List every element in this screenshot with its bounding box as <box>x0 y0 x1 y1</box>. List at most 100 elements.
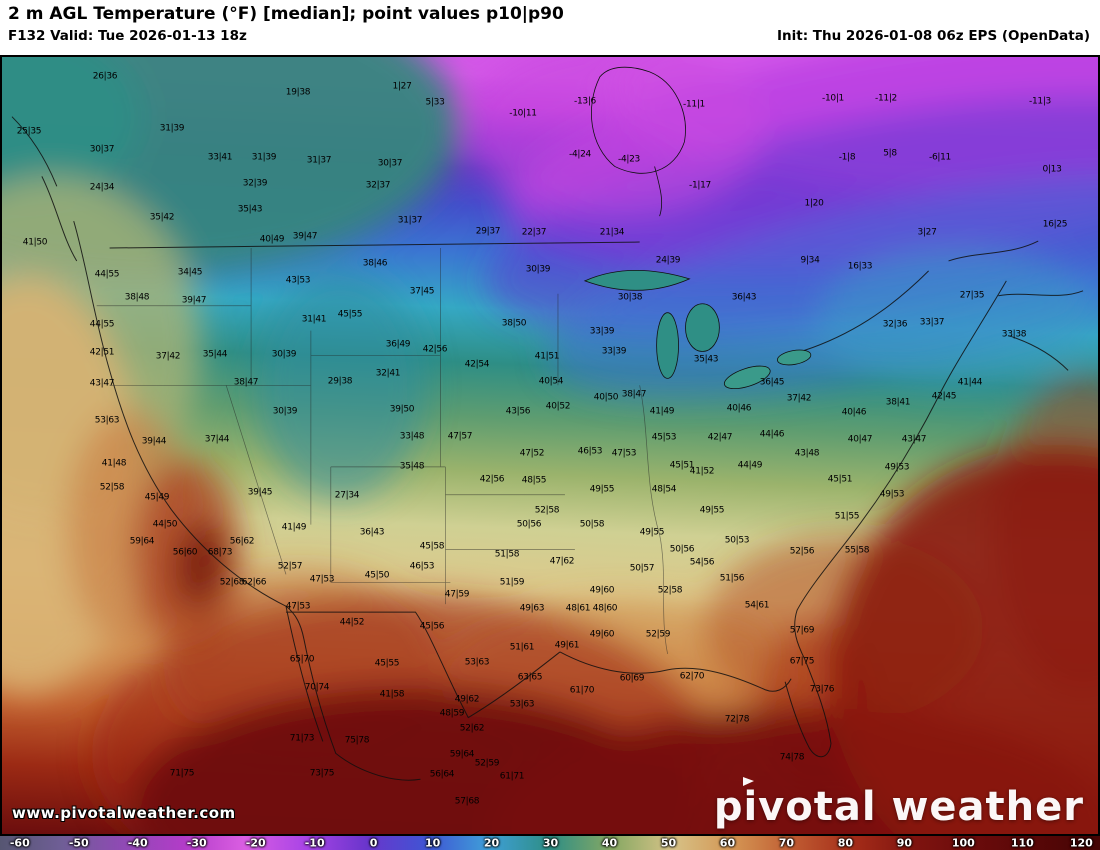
point-value: 45|55 <box>374 658 400 669</box>
logo-pennant-icon <box>742 777 754 786</box>
point-value: 37|45 <box>409 286 435 297</box>
point-value: 42|51 <box>89 347 115 358</box>
point-value: 30|39 <box>271 349 297 360</box>
point-value: -10|1 <box>822 93 844 104</box>
point-value: 32|41 <box>375 368 401 379</box>
point-value: 44|46 <box>759 429 785 440</box>
point-value: 49|63 <box>519 603 545 614</box>
colorbar-tick: 20 <box>483 836 500 850</box>
point-value: 38|41 <box>885 397 911 408</box>
point-value: 57|69 <box>789 625 815 636</box>
point-value: -6|11 <box>929 152 951 163</box>
point-value: 30|37 <box>89 144 115 155</box>
point-value: 45|51 <box>827 474 853 485</box>
point-value: 44|50 <box>152 519 178 530</box>
point-value: 47|53 <box>611 448 637 459</box>
colorbar-tick: 40 <box>601 836 618 850</box>
point-value: 73|75 <box>309 768 335 779</box>
point-value: 51|59 <box>499 577 525 588</box>
map-canvas[interactable]: 26|36 19|38 1|27 5|33 -13|6 -11|1 -10|1 -11|2 -1… <box>0 55 1100 836</box>
point-value: 73|76 <box>809 684 835 695</box>
point-value: 41|58 <box>379 689 405 700</box>
point-value: 52|58 <box>657 585 683 596</box>
point-value: 34|45 <box>177 267 203 278</box>
point-value: 53|63 <box>464 657 490 668</box>
point-value: 36|43 <box>731 292 757 303</box>
point-value: 50|56 <box>516 519 542 530</box>
point-value: 54|61 <box>744 600 770 611</box>
point-value: 35|43 <box>237 204 263 215</box>
point-value: 33|38 <box>1001 329 1027 340</box>
point-value: 42|45 <box>931 391 957 402</box>
point-value: 41|50 <box>22 237 48 248</box>
point-value: -4|24 <box>569 149 591 160</box>
point-value: 49|60 <box>589 629 615 640</box>
point-value: 38|46 <box>362 258 388 269</box>
point-value: 49|62 <box>454 694 480 705</box>
point-value: 49|60 <box>589 585 615 596</box>
colorbar-tick: -30 <box>186 836 207 850</box>
point-value: 31|41 <box>301 314 327 325</box>
point-value: 49|53 <box>884 462 910 473</box>
point-value: 31|37 <box>397 215 423 226</box>
temperature-field-graphic <box>2 57 1098 834</box>
point-value: -1|8 <box>838 152 856 163</box>
colorbar-tick: -60 <box>9 836 30 850</box>
point-value: 37|42 <box>155 351 181 362</box>
point-value: 33|39 <box>601 346 627 357</box>
point-value: 40|46 <box>841 407 867 418</box>
point-value: 31|37 <box>306 155 332 166</box>
point-value: 40|46 <box>726 403 752 414</box>
point-value: 47|57 <box>447 431 473 442</box>
point-value: 62|70 <box>679 671 705 682</box>
colorbar-tick: 60 <box>719 836 736 850</box>
point-value: 29|38 <box>327 376 353 387</box>
valid-time-label: F132 Valid: Tue 2026-01-13 18z <box>8 28 247 45</box>
point-value: 35|44 <box>202 349 228 360</box>
point-value: -11|1 <box>683 99 705 110</box>
point-value: 33|41 <box>207 152 233 163</box>
point-value: 57|68 <box>454 796 480 807</box>
colorbar-tick: -20 <box>245 836 266 850</box>
point-value: 38|50 <box>501 318 527 329</box>
point-value: 48|60 <box>592 603 618 614</box>
point-value: -11|3 <box>1029 96 1051 107</box>
point-value: 67|75 <box>789 656 815 667</box>
point-value: 49|55 <box>639 527 665 538</box>
point-value: -10|11 <box>509 108 537 119</box>
point-value: 43|56 <box>505 406 531 417</box>
point-value: -11|2 <box>875 93 897 104</box>
colorbar-tick: 50 <box>660 836 677 850</box>
point-value: 41|49 <box>649 406 675 417</box>
point-value: 26|36 <box>92 71 118 82</box>
point-value: 19|38 <box>285 87 311 98</box>
point-value: -4|23 <box>618 154 640 165</box>
point-value: 39|47 <box>181 295 207 306</box>
point-value: 59|64 <box>129 536 155 547</box>
point-value: 52|68 <box>219 577 245 588</box>
point-value: -1|17 <box>689 180 711 191</box>
point-value: 9|34 <box>800 255 820 266</box>
colorbar: -60 -50 -40 -30 -20 -10 0 10 20 30 40 50 60 70 80 90 100… <box>0 836 1100 850</box>
point-value: 43|47 <box>901 434 927 445</box>
point-value: 37|42 <box>786 393 812 404</box>
colorbar-ticks: -60 -50 -40 -30 -20 -10 0 10 20 30 40 50 60 70 80 90 100… <box>0 836 1100 850</box>
point-value: 30|37 <box>377 158 403 169</box>
point-value: 52|62 <box>459 723 485 734</box>
colorbar-tick: 0 <box>369 836 378 850</box>
point-value: 37|44 <box>204 434 230 445</box>
point-value: 35|43 <box>693 354 719 365</box>
point-value: 44|55 <box>89 319 115 330</box>
point-value: 32|36 <box>882 319 908 330</box>
point-value: 52|57 <box>277 561 303 572</box>
point-value: 62|66 <box>241 577 267 588</box>
point-value: 29|37 <box>475 226 501 237</box>
point-value: 53|63 <box>509 699 535 710</box>
point-value: 50|58 <box>579 519 605 530</box>
point-value: 59|64 <box>449 749 475 760</box>
colorbar-tick: 80 <box>837 836 854 850</box>
point-value: 42|56 <box>422 344 448 355</box>
point-value: 42|47 <box>707 432 733 443</box>
point-value: 43|53 <box>285 275 311 286</box>
point-value: 60|69 <box>619 673 645 684</box>
